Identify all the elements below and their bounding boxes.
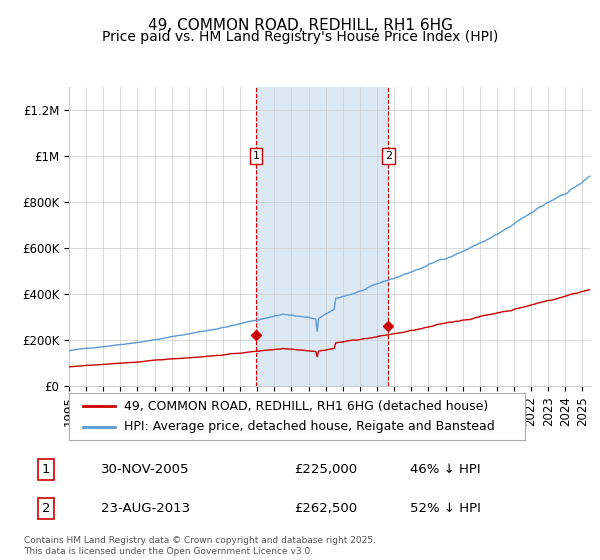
- Bar: [256, 87, 388, 386]
- Text: 30-NOV-2005: 30-NOV-2005: [101, 464, 190, 477]
- Text: 2: 2: [42, 502, 50, 515]
- Text: 1: 1: [253, 151, 259, 161]
- Text: 49, COMMON ROAD, REDHILL, RH1 6HG: 49, COMMON ROAD, REDHILL, RH1 6HG: [148, 18, 452, 33]
- Text: Contains HM Land Registry data © Crown copyright and database right 2025.
This d: Contains HM Land Registry data © Crown c…: [24, 536, 376, 556]
- Text: 23-AUG-2013: 23-AUG-2013: [101, 502, 190, 515]
- Text: 49, COMMON ROAD, REDHILL, RH1 6HG (detached house): 49, COMMON ROAD, REDHILL, RH1 6HG (detac…: [124, 400, 488, 413]
- Text: £225,000: £225,000: [295, 464, 358, 477]
- Text: 2: 2: [385, 151, 392, 161]
- Text: 1: 1: [42, 464, 50, 477]
- Text: 46% ↓ HPI: 46% ↓ HPI: [410, 464, 481, 477]
- Text: 52% ↓ HPI: 52% ↓ HPI: [410, 502, 481, 515]
- Text: Price paid vs. HM Land Registry's House Price Index (HPI): Price paid vs. HM Land Registry's House …: [102, 30, 498, 44]
- Text: £262,500: £262,500: [295, 502, 358, 515]
- Text: HPI: Average price, detached house, Reigate and Banstead: HPI: Average price, detached house, Reig…: [124, 420, 494, 433]
